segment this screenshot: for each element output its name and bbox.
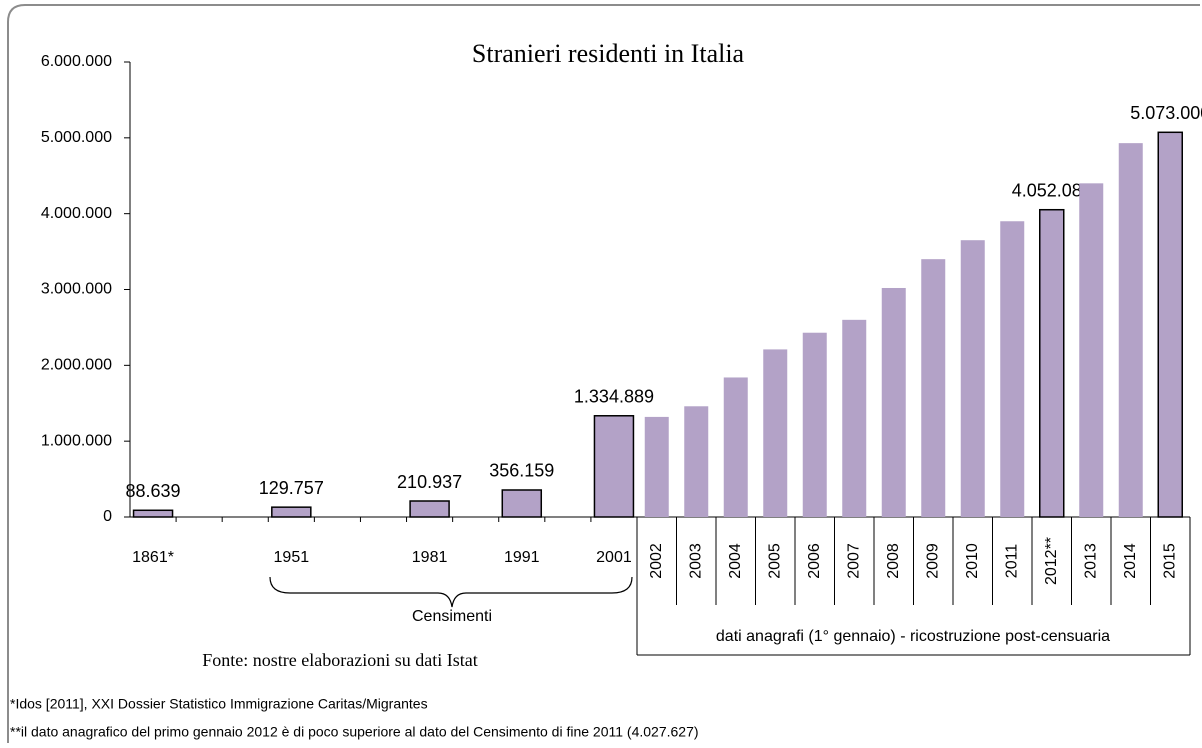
group-label: Censimenti [412, 608, 492, 625]
y-tick-label: 1.000.000 [41, 432, 112, 449]
bar [132, 509, 174, 518]
x-tick-label: 2010 [964, 543, 981, 579]
y-tick-label: 6.000.000 [41, 53, 112, 70]
bar [1118, 143, 1143, 517]
value-label: 88.639 [126, 481, 181, 501]
x-tick-label: 2001 [596, 549, 632, 566]
bar [723, 377, 748, 517]
value-label: 210.937 [397, 472, 462, 492]
bar [881, 287, 906, 517]
bar [644, 416, 669, 517]
frame [7, 4, 1200, 743]
x-tick-label: 2007 [845, 543, 862, 579]
bar [1000, 221, 1025, 517]
x-tick-label: 2013 [1082, 543, 1099, 579]
bar [593, 415, 635, 518]
bar [763, 349, 788, 517]
footnote: **il dato anagrafico del primo gennaio 2… [10, 724, 699, 740]
x-tick-label: 2002 [648, 543, 665, 579]
source-note: Fonte: nostre elaborazioni su dati Istat [202, 650, 477, 670]
bar [802, 332, 827, 517]
chart-title: Stranieri residenti in Italia [472, 39, 745, 68]
x-tick-label: 1981 [412, 549, 448, 566]
x-tick-label: 1991 [504, 549, 540, 566]
x-tick-label: 2006 [806, 543, 823, 579]
bar [960, 240, 985, 518]
bar [1157, 131, 1183, 518]
x-tick-label: 1861* [132, 549, 174, 566]
y-tick-label: 4.000.000 [41, 205, 112, 222]
bar [501, 489, 543, 518]
bar [842, 319, 867, 517]
x-tick-label: 2012** [1043, 537, 1060, 585]
value-label: 356.159 [489, 461, 554, 481]
x-tick-label: 2008 [885, 543, 902, 579]
y-tick-label: 5.000.000 [41, 129, 112, 146]
bar [409, 500, 450, 518]
x-tick-label: 2005 [766, 543, 783, 579]
bar [1039, 208, 1065, 518]
y-tick-label: 2.000.000 [41, 357, 112, 374]
bar [1079, 183, 1104, 518]
y-tick-label: 3.000.000 [41, 281, 112, 298]
x-tick-label: 2004 [727, 543, 744, 579]
value-label: 129.757 [259, 478, 324, 498]
x-tick-label: 2015 [1161, 543, 1178, 579]
x-tick-label: 2003 [687, 543, 704, 579]
value-label: 1.334.889 [574, 387, 654, 407]
x-tick-label: 2009 [924, 543, 941, 579]
footnote: *Idos [2011], XXI Dossier Statistico Imm… [10, 696, 428, 712]
bar [684, 406, 709, 517]
x-tick-label: 1951 [274, 549, 310, 566]
value-label: 4.052.081 [1012, 180, 1092, 200]
x-tick-label: 2011 [1003, 544, 1020, 579]
value-label: 5.073.000 [1130, 103, 1202, 123]
bar [921, 259, 946, 517]
y-tick-label: 0 [103, 508, 112, 525]
group-label: dati anagrafi (1° gennaio) - ricostruzio… [716, 628, 1110, 645]
bar [271, 506, 312, 518]
x-tick-label: 2014 [1122, 543, 1139, 579]
brace [269, 576, 633, 608]
